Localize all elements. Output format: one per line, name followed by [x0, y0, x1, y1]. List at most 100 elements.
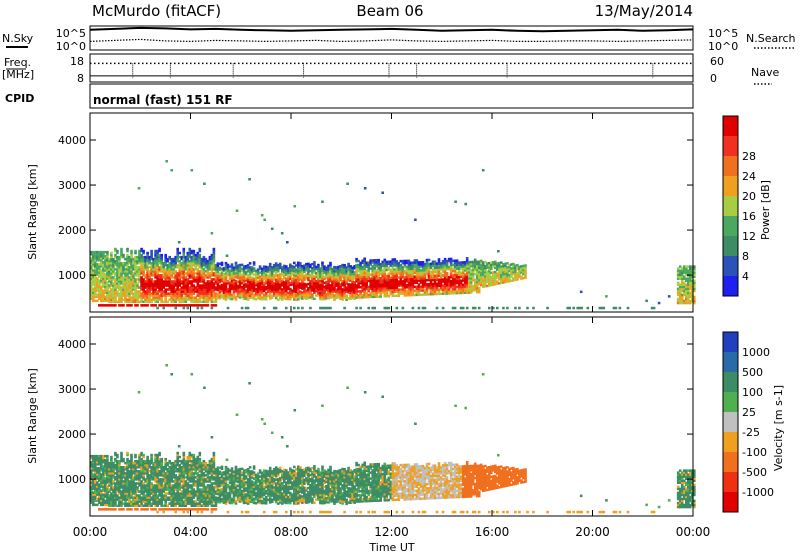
power-cell	[212, 292, 216, 295]
power-cell	[204, 262, 208, 265]
power-cell	[449, 292, 453, 295]
power-cell	[349, 269, 352, 272]
power-cell	[299, 282, 302, 285]
power-cell	[192, 300, 196, 303]
power-cell	[138, 290, 141, 293]
velocity-cell	[128, 459, 131, 463]
power-cell	[295, 278, 298, 281]
power-cell	[112, 296, 115, 299]
power-cell	[216, 272, 220, 276]
power-cell	[443, 264, 447, 267]
velocity-cell	[126, 484, 129, 487]
power-cell	[212, 259, 216, 263]
power-cell	[210, 296, 214, 299]
power-cell	[263, 218, 266, 221]
velocity-cell	[106, 465, 109, 468]
velocity-cell	[112, 463, 115, 467]
power-cell	[160, 304, 163, 307]
power-cell	[323, 269, 326, 272]
power-cell	[369, 281, 372, 284]
power-cell	[361, 283, 364, 287]
power-cell	[148, 290, 151, 293]
power-cell	[180, 286, 184, 289]
power-cell	[242, 273, 246, 276]
power-cell	[393, 272, 397, 275]
power-cell	[299, 270, 302, 273]
power-cell	[447, 265, 451, 269]
power-cell	[345, 268, 348, 271]
power-cell	[162, 282, 165, 285]
velocity-cell	[148, 470, 151, 473]
power-cell	[437, 278, 441, 281]
power-cell	[343, 280, 346, 283]
power-cell	[301, 287, 304, 290]
power-cell	[377, 265, 380, 268]
power-cell	[204, 257, 208, 261]
power-cell	[427, 270, 431, 274]
power-cell	[477, 260, 481, 263]
velocity-cell	[120, 486, 123, 489]
power-cell	[184, 257, 188, 261]
velocity-cell	[142, 453, 145, 457]
power-cell	[413, 293, 417, 297]
power-cell	[415, 281, 419, 284]
velocity-cell	[154, 496, 157, 499]
power-cell	[391, 260, 395, 263]
power-cell	[134, 286, 137, 289]
power-cell	[170, 270, 173, 273]
power-cell	[441, 290, 445, 293]
colorbar-tick-label: 24	[742, 170, 756, 183]
power-cell	[170, 259, 173, 263]
power-cell	[250, 284, 254, 287]
power-cell	[110, 284, 113, 287]
power-cell	[401, 274, 405, 277]
power-cell	[128, 257, 131, 261]
power-cell	[459, 289, 463, 293]
power-cell	[130, 290, 133, 293]
power-cell	[367, 277, 370, 281]
power-cell	[102, 281, 105, 284]
power-cell	[443, 284, 447, 287]
power-cell	[490, 279, 493, 283]
power-cell	[453, 271, 457, 275]
power-cell	[206, 266, 210, 269]
power-cell	[222, 269, 226, 272]
power-cell	[100, 304, 103, 307]
power-cell	[415, 265, 419, 268]
power-cell	[208, 290, 212, 293]
power-cell	[180, 296, 184, 299]
power-cell	[160, 288, 163, 291]
power-cell	[321, 261, 324, 264]
power-cell	[385, 293, 389, 296]
power-cell	[204, 304, 208, 307]
power-cell	[329, 276, 332, 279]
sky-noise-panel: N.Sky 10^5 10^0 10^5 10^0 N.Search	[2, 25, 796, 53]
power-cell	[270, 280, 274, 283]
velocity-cell	[156, 474, 159, 477]
power-cell	[475, 274, 479, 278]
power-cell	[234, 265, 238, 269]
power-cell	[160, 296, 163, 299]
power-cell	[154, 251, 157, 255]
velocity-cell	[102, 501, 105, 504]
power-cell	[246, 266, 250, 269]
velocity-cell	[138, 466, 141, 469]
power-cell	[250, 292, 254, 296]
power-cell	[486, 264, 489, 267]
power-cell	[409, 289, 413, 293]
power-cell	[403, 261, 407, 265]
power-cell	[278, 278, 282, 282]
power-cell	[477, 286, 481, 290]
power-cell	[377, 291, 380, 294]
velocity-cell	[138, 480, 141, 483]
power-cell	[415, 259, 419, 262]
velocity-cell	[100, 499, 103, 502]
power-cell	[522, 266, 525, 270]
power-cell	[104, 281, 107, 284]
velocity-cell	[158, 508, 161, 511]
power-cell	[92, 265, 95, 268]
power-cell	[319, 297, 322, 301]
power-cell	[184, 264, 188, 267]
velocity-cell	[98, 454, 101, 458]
